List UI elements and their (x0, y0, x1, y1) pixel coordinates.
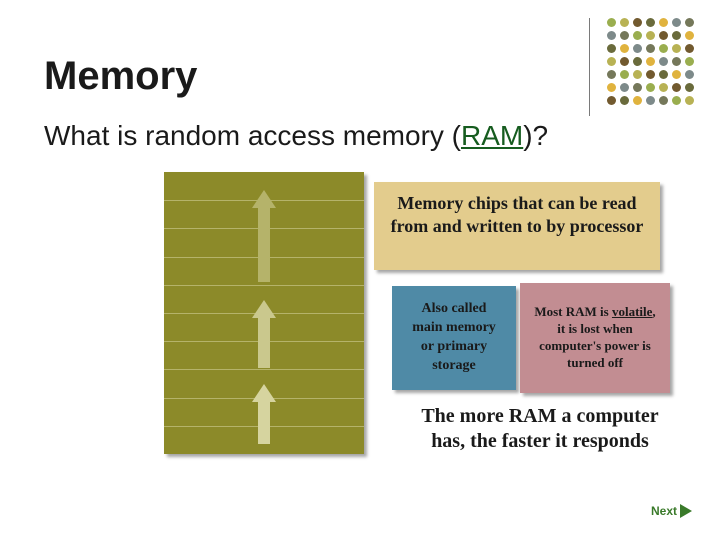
decorative-dot (646, 18, 655, 27)
decorative-dot (646, 44, 655, 53)
panel-line (164, 369, 364, 370)
decorative-dot (620, 96, 629, 105)
card-volatile-text: Most RAM is volatile, it is lost when co… (534, 304, 656, 372)
decorative-dot (620, 18, 629, 27)
decorative-dot (659, 96, 668, 105)
decorative-dot (633, 44, 642, 53)
decorative-dot (633, 57, 642, 66)
decorative-dot (620, 31, 629, 40)
decorative-dot (685, 83, 694, 92)
decorative-dot (685, 18, 694, 27)
up-arrow-icon (252, 384, 276, 444)
card-main-memory: Also called main memory or primary stora… (392, 286, 516, 390)
decorative-dot (685, 31, 694, 40)
page-title: Memory (44, 54, 197, 99)
decorative-dot (633, 96, 642, 105)
card-main-memory-text: Also called main memory or primary stora… (406, 300, 502, 376)
decorative-dot (607, 83, 616, 92)
chevron-right-icon (680, 504, 692, 518)
decorative-dot (672, 57, 681, 66)
decorative-dot (685, 70, 694, 79)
panel-line (164, 285, 364, 286)
decorative-dot (672, 96, 681, 105)
decorative-dot (633, 31, 642, 40)
decorative-dot (659, 57, 668, 66)
decorative-dot (685, 57, 694, 66)
decorative-dot (659, 44, 668, 53)
decorative-dot (646, 70, 655, 79)
decorative-dot (620, 44, 629, 53)
decorative-dot (633, 83, 642, 92)
arrows-panel (164, 172, 364, 454)
decorative-dot (672, 31, 681, 40)
decorative-dot (685, 96, 694, 105)
bottom-text: The more RAM a computer has, the faster … (420, 404, 660, 454)
decorative-dot (672, 70, 681, 79)
card-memory-chips-text: Memory chips that can be read from and w… (391, 193, 644, 236)
decorative-dot (659, 70, 668, 79)
subtitle: What is random access memory (RAM)? (44, 120, 548, 152)
decorative-dot (672, 83, 681, 92)
decorative-dot (620, 83, 629, 92)
vertical-divider (589, 18, 590, 116)
decorative-dot (646, 83, 655, 92)
decorative-dot (607, 18, 616, 27)
decorative-dot (620, 57, 629, 66)
decorative-dot (659, 18, 668, 27)
decorative-dot (633, 18, 642, 27)
decorative-dot (685, 44, 694, 53)
decorative-dot (646, 96, 655, 105)
decorative-dot (620, 70, 629, 79)
next-button[interactable]: Next (651, 504, 692, 518)
decorative-dot (646, 31, 655, 40)
up-arrow-icon (252, 300, 276, 368)
decorative-dot (659, 31, 668, 40)
decorative-dot (659, 83, 668, 92)
decorative-dot (607, 31, 616, 40)
card-volatile: Most RAM is volatile, it is lost when co… (520, 283, 670, 393)
decorative-dot (607, 70, 616, 79)
decorative-dot (607, 44, 616, 53)
subtitle-pre: What is random access memory ( (44, 120, 461, 151)
decorative-dot (672, 44, 681, 53)
decorative-dot (633, 70, 642, 79)
decorative-dot-grid (607, 18, 696, 107)
decorative-dot (607, 96, 616, 105)
next-label: Next (651, 504, 677, 518)
subtitle-ram: RAM (461, 120, 523, 151)
card-memory-chips: Memory chips that can be read from and w… (374, 182, 660, 270)
subtitle-post: )? (523, 120, 548, 151)
decorative-dot (646, 57, 655, 66)
decorative-dot (672, 18, 681, 27)
decorative-dot (607, 57, 616, 66)
up-arrow-icon (252, 190, 276, 282)
